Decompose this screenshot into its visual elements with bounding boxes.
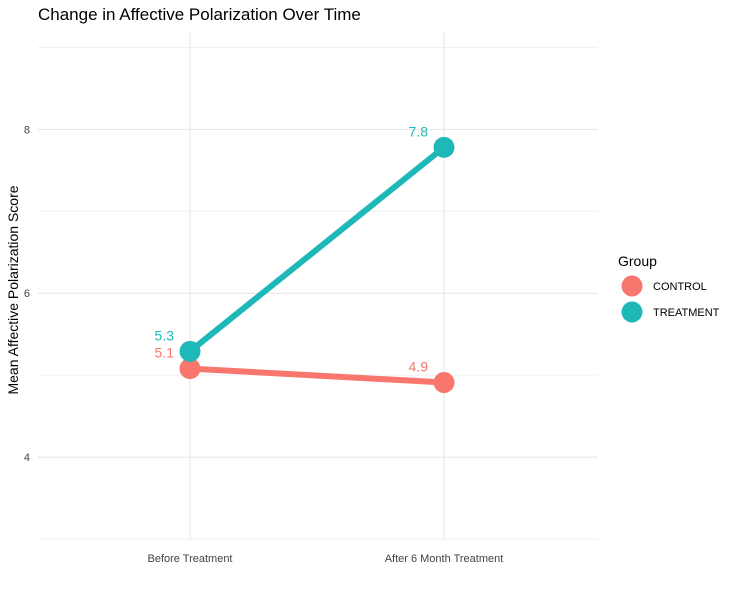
legend-key-control bbox=[621, 275, 643, 297]
data-point-control bbox=[179, 358, 201, 380]
data-point-treatment bbox=[179, 340, 201, 362]
data-labels: 5.1 4.9 5.3 7.8 bbox=[155, 123, 429, 374]
legend-title: Group bbox=[618, 253, 657, 269]
data-point-treatment bbox=[433, 136, 455, 158]
y-tick-labels: 4 6 8 bbox=[24, 124, 30, 464]
series-group bbox=[179, 136, 455, 394]
y-tick-label: 4 bbox=[24, 452, 30, 464]
data-label-control: 5.1 bbox=[155, 345, 175, 361]
x-tick-labels: Before Treatment After 6 Month Treatment bbox=[148, 553, 504, 565]
legend-label-control: CONTROL bbox=[653, 281, 707, 293]
legend: Group CONTROL TREATMENT bbox=[618, 253, 720, 323]
y-tick-label: 8 bbox=[24, 124, 30, 136]
x-tick-label: Before Treatment bbox=[148, 553, 233, 565]
y-axis-title: Mean Affective Polarization Score bbox=[5, 185, 21, 394]
data-point-control bbox=[433, 372, 455, 394]
legend-key-treatment bbox=[621, 301, 643, 323]
data-label-treatment: 7.8 bbox=[409, 123, 429, 139]
legend-label-treatment: TREATMENT bbox=[653, 307, 720, 319]
data-label-treatment: 5.3 bbox=[155, 327, 175, 343]
series-line-treatment bbox=[187, 144, 447, 355]
series-line-control bbox=[187, 365, 447, 386]
data-label-control: 4.9 bbox=[409, 359, 429, 375]
chart-title: Change in Affective Polarization Over Ti… bbox=[38, 5, 361, 24]
x-tick-label: After 6 Month Treatment bbox=[385, 553, 504, 565]
y-tick-label: 6 bbox=[24, 288, 30, 300]
grid bbox=[38, 31, 598, 540]
